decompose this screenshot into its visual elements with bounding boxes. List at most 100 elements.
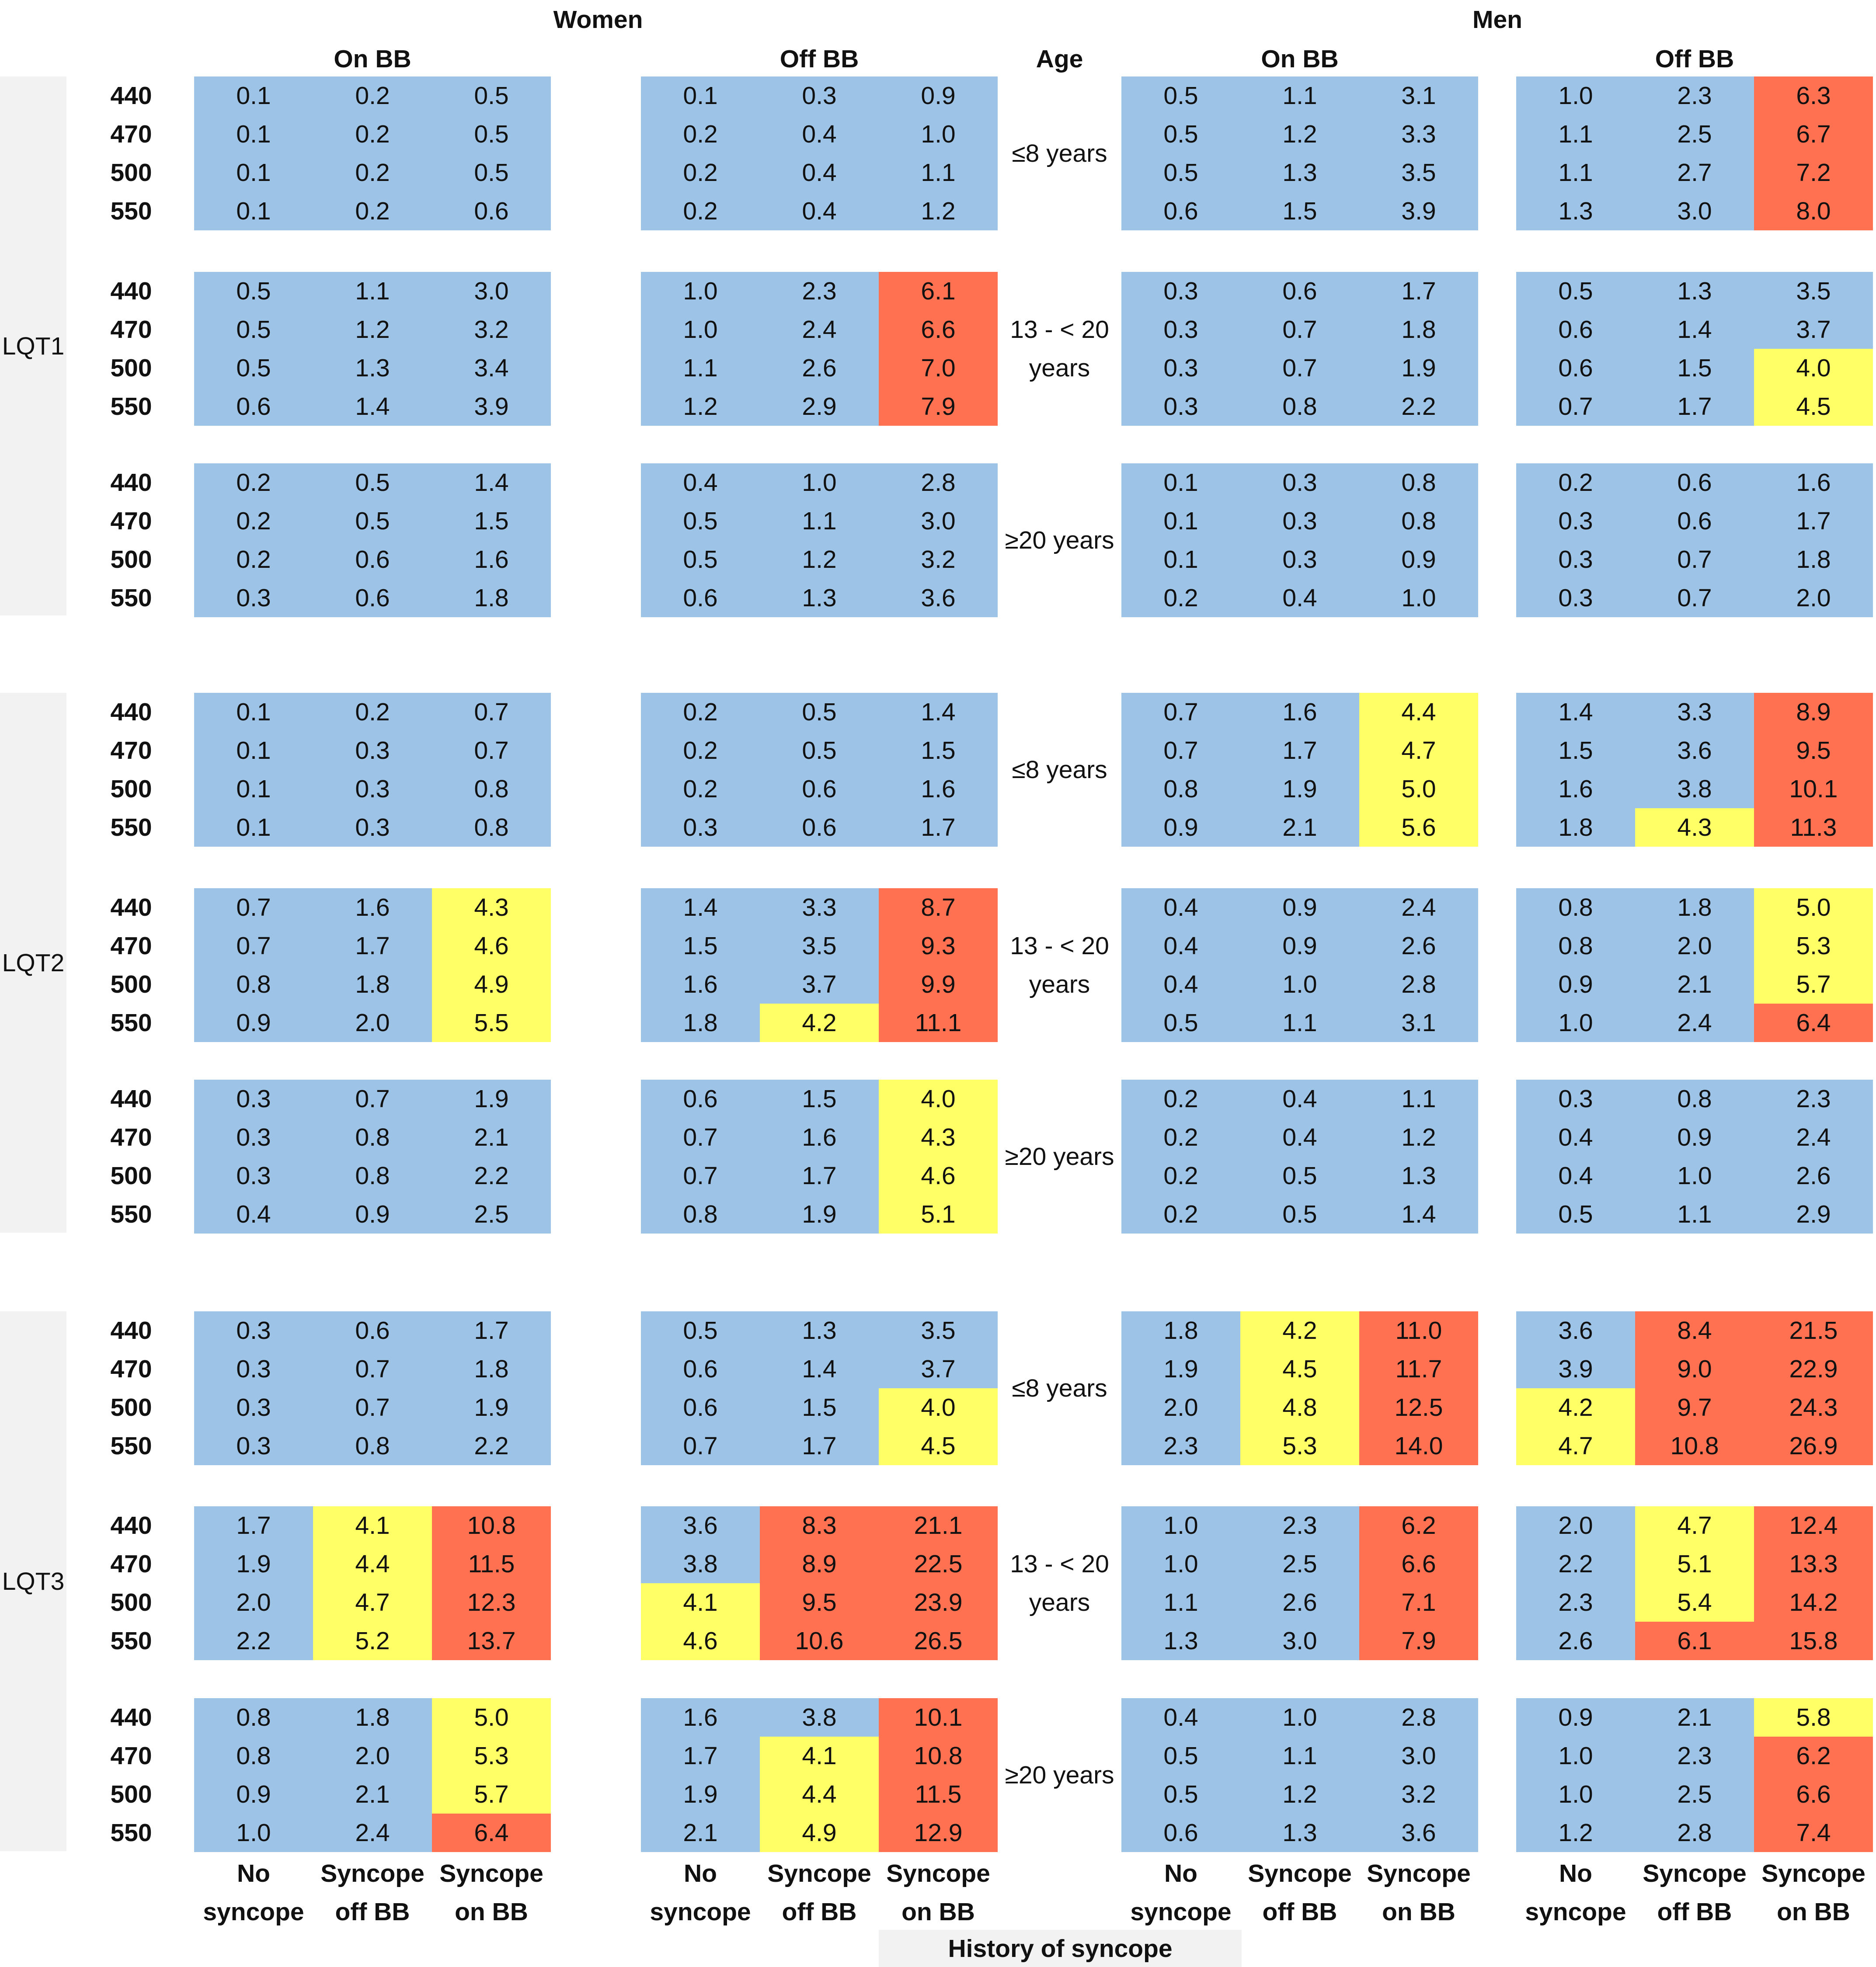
risk-cell: 4.4 [760, 1775, 879, 1814]
risk-cell: 1.4 [432, 463, 551, 502]
risk-cell: 5.8 [1754, 1698, 1873, 1737]
risk-cell: 1.1 [1240, 1737, 1359, 1775]
risk-cell: 2.9 [1754, 1195, 1873, 1234]
risk-cell: 1.1 [879, 153, 998, 192]
risk-cell: 6.1 [1635, 1622, 1754, 1660]
risk-cell: 3.1 [1359, 1004, 1478, 1042]
risk-cell: 7.9 [1359, 1622, 1478, 1660]
risk-cell: 0.6 [1635, 463, 1754, 502]
risk-cell: 0.2 [194, 540, 313, 579]
risk-cell: 1.4 [879, 693, 998, 731]
risk-cell: 3.6 [1635, 731, 1754, 770]
risk-cell: 6.2 [1359, 1506, 1478, 1545]
risk-cell: 0.6 [194, 387, 313, 426]
risk-cell: 1.5 [1635, 349, 1754, 387]
risk-cell: 1.3 [1240, 153, 1359, 192]
risk-cell: 5.1 [1635, 1545, 1754, 1583]
risk-cell: 2.5 [1635, 1775, 1754, 1814]
risk-cell: 2.6 [1359, 927, 1478, 965]
risk-cell: 0.9 [313, 1195, 432, 1234]
risk-cell: 1.8 [313, 1698, 432, 1737]
risk-cell: 0.5 [1516, 272, 1635, 310]
risk-cell: 11.3 [1754, 808, 1873, 847]
age-header: Age [1036, 45, 1083, 73]
risk-cell: 0.3 [313, 770, 432, 808]
risk-cell: 4.7 [1359, 731, 1478, 770]
risk-cell: 3.0 [1240, 1622, 1359, 1660]
risk-cell: 3.9 [1516, 1350, 1635, 1388]
risk-cell: 1.0 [194, 1814, 313, 1852]
risk-cell: 8.3 [760, 1506, 879, 1545]
risk-cell: 1.8 [1754, 540, 1873, 579]
risk-cell: 9.5 [1754, 731, 1873, 770]
risk-cell: 4.3 [432, 888, 551, 927]
risk-cell: 5.3 [1754, 927, 1873, 965]
risk-cell: 0.6 [313, 579, 432, 617]
risk-cell: 5.0 [1359, 770, 1478, 808]
risk-cell: 0.5 [760, 731, 879, 770]
risk-cell: 1.9 [432, 1080, 551, 1118]
risk-cell: 2.3 [1635, 76, 1754, 115]
risk-cell: 3.7 [760, 965, 879, 1004]
risk-cell: 0.4 [1240, 579, 1359, 617]
qtc-label: 470 [110, 737, 152, 765]
risk-cell: 5.4 [1635, 1583, 1754, 1622]
risk-cell: 11.5 [879, 1775, 998, 1814]
risk-cell: 2.0 [1121, 1388, 1240, 1427]
risk-cell: 3.3 [760, 888, 879, 927]
risk-cell: 22.9 [1754, 1350, 1873, 1388]
risk-cell: 0.5 [432, 115, 551, 153]
risk-cell: 2.3 [1516, 1583, 1635, 1622]
risk-cell: 0.3 [313, 808, 432, 847]
risk-cell: 1.6 [432, 540, 551, 579]
risk-cell: 0.1 [194, 76, 313, 115]
qtc-label: 500 [110, 546, 152, 573]
risk-cell: 2.4 [313, 1814, 432, 1852]
risk-cell: 1.5 [432, 502, 551, 540]
risk-cell: 0.7 [194, 888, 313, 927]
risk-cell: 2.4 [1359, 888, 1478, 927]
risk-cell: 2.8 [1359, 965, 1478, 1004]
risk-cell: 0.3 [194, 1080, 313, 1118]
risk-cell: 6.4 [1754, 1004, 1873, 1042]
age-label: ≤8 years [1012, 756, 1107, 784]
risk-cell: 10.8 [879, 1737, 998, 1775]
risk-cell: 1.2 [1516, 1814, 1635, 1852]
column-label: No syncope [203, 1859, 304, 1926]
risk-cell: 1.8 [1359, 310, 1478, 349]
risk-cell: 0.1 [194, 808, 313, 847]
risk-cell: 10.8 [1635, 1427, 1754, 1465]
risk-cell: 1.0 [1121, 1506, 1240, 1545]
risk-cell: 1.3 [1359, 1157, 1478, 1195]
qtc-label: 470 [110, 316, 152, 344]
genotype-band [0, 76, 66, 615]
risk-cell: 3.1 [1359, 76, 1478, 115]
risk-cell: 1.7 [760, 1157, 879, 1195]
risk-cell: 2.8 [879, 463, 998, 502]
qtc-label: 500 [110, 970, 152, 998]
risk-cell: 2.9 [760, 387, 879, 426]
risk-cell: 5.0 [432, 1698, 551, 1737]
risk-cell: 0.6 [1516, 349, 1635, 387]
risk-cell: 0.2 [1121, 1195, 1240, 1234]
qtc-label: 440 [110, 82, 152, 110]
column-label: Syncope on BB [1367, 1859, 1471, 1926]
risk-cell: 2.2 [432, 1157, 551, 1195]
risk-cell: 0.7 [641, 1427, 760, 1465]
risk-cell: 12.5 [1359, 1388, 1478, 1427]
risk-cell: 1.0 [760, 463, 879, 502]
risk-cell: 0.1 [1121, 540, 1240, 579]
risk-cell: 6.1 [879, 272, 998, 310]
risk-cell: 0.2 [313, 192, 432, 230]
risk-cell: 0.3 [1121, 349, 1240, 387]
risk-cell: 3.5 [760, 927, 879, 965]
risk-cell: 1.8 [432, 579, 551, 617]
risk-cell: 3.2 [1359, 1775, 1478, 1814]
risk-cell: 2.3 [1635, 1737, 1754, 1775]
risk-cell: 0.3 [194, 1350, 313, 1388]
risk-cell: 2.2 [1359, 387, 1478, 426]
risk-cell: 3.5 [1359, 153, 1478, 192]
column-label: Syncope off BB [1248, 1859, 1352, 1926]
risk-cell: 0.5 [1121, 153, 1240, 192]
